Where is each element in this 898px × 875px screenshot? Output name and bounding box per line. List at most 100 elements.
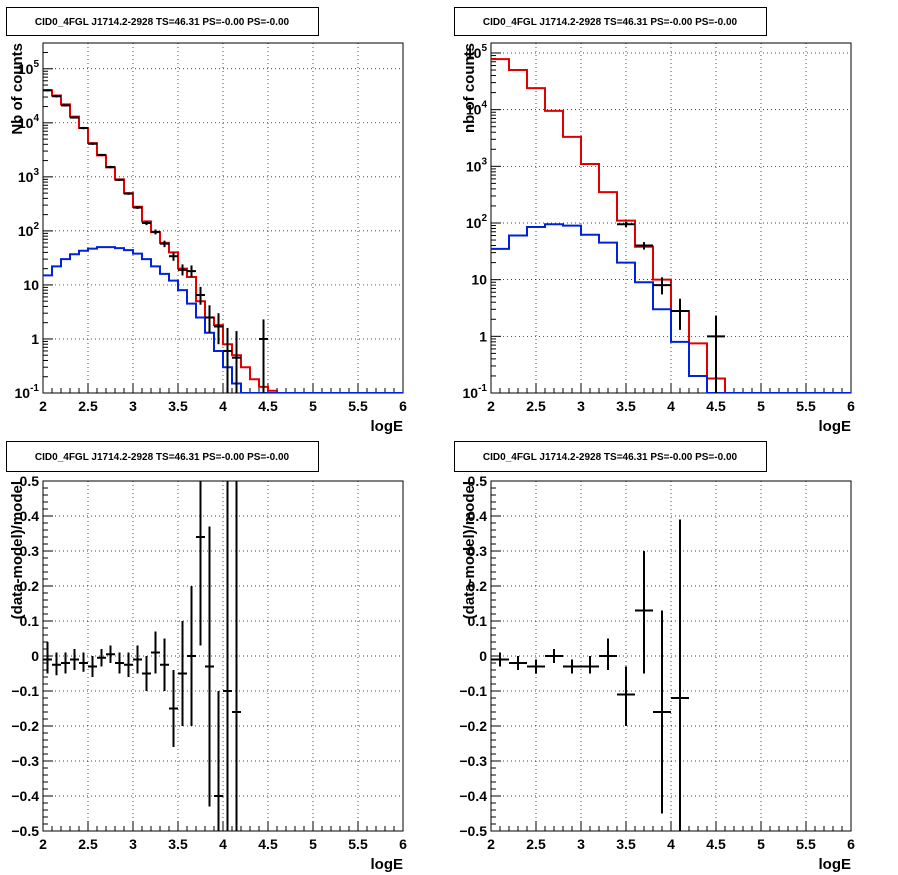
data-point xyxy=(599,638,617,670)
chart-title-box xyxy=(6,441,319,472)
x-axis-title: logE xyxy=(371,418,404,435)
data-point xyxy=(61,652,70,674)
y-tick-label: 0.2 xyxy=(468,578,488,594)
y-tick-label: −0.2 xyxy=(459,718,487,734)
chart-title: CID0_4FGL J1714.2-2928 TS=46.31 PS=-0.00… xyxy=(483,452,738,463)
data-point xyxy=(232,331,241,393)
chart-title: CID0_4FGL J1714.2-2928 TS=46.31 PS=-0.00… xyxy=(35,17,290,28)
data-point xyxy=(214,691,223,831)
x-tick-label: 2.5 xyxy=(78,398,98,414)
x-axis-title: logE xyxy=(819,418,852,435)
x-tick-label: 4 xyxy=(667,398,675,414)
y-tick-label: 0.4 xyxy=(468,508,488,524)
x-axis-title: logE xyxy=(819,856,852,873)
y-tick-label-exp: -1 xyxy=(478,383,487,394)
data-point xyxy=(509,656,527,670)
y-tick-label-exp: 2 xyxy=(481,213,487,224)
y-tick-label: 102 xyxy=(18,221,40,239)
data-point xyxy=(635,242,653,250)
y-tick-label-base: 10 xyxy=(18,169,34,185)
data-point xyxy=(563,659,581,674)
data-point xyxy=(43,89,52,92)
y-tick-label: 0 xyxy=(31,648,39,664)
data-point xyxy=(97,649,106,667)
data-point xyxy=(187,265,196,278)
y-tick-label: −0.4 xyxy=(459,788,487,804)
component-histogram xyxy=(491,223,851,393)
y-axis-title: (data-model)/model xyxy=(9,481,26,619)
data-point xyxy=(196,286,205,305)
x-tick-label: 5.5 xyxy=(348,836,368,852)
data-point xyxy=(169,252,178,261)
x-tick-label: 3.5 xyxy=(168,836,188,852)
y-tick-label: 0.1 xyxy=(468,613,488,629)
y-tick-label: 0.3 xyxy=(468,543,488,559)
y-tick-label: 1 xyxy=(31,331,39,347)
x-tick-label: 4.5 xyxy=(706,398,726,414)
chart-panel-1: CID0_4FGL J1714.2-2928 TS=46.31 PS=-0.00… xyxy=(6,7,407,435)
x-tick-label: 4.5 xyxy=(706,836,726,852)
data-point xyxy=(52,652,61,676)
data-point xyxy=(527,659,545,674)
data-point xyxy=(671,298,689,330)
y-tick-label-base: 10 xyxy=(466,215,482,231)
y-tick-label: 103 xyxy=(466,156,488,174)
y-tick-label: 104 xyxy=(466,100,488,118)
data-point xyxy=(151,631,160,674)
data-point xyxy=(106,645,115,663)
x-tick-label: 5 xyxy=(757,836,765,852)
data-point xyxy=(160,638,169,691)
y-tick-label-exp: 2 xyxy=(33,221,39,232)
data-point xyxy=(187,586,196,726)
x-tick-label: 2.5 xyxy=(526,836,546,852)
x-tick-label: 4 xyxy=(219,836,227,852)
data-point xyxy=(124,192,133,195)
y-tick-label-base: 10 xyxy=(18,115,34,131)
chart-panel-2: CID0_4FGL J1714.2-2928 TS=46.31 PS=-0.00… xyxy=(454,7,855,435)
data-point xyxy=(97,153,106,156)
y-tick-label-exp: -1 xyxy=(30,383,39,394)
data-point xyxy=(671,519,689,831)
data-point xyxy=(160,240,169,248)
y-tick-label: 10 xyxy=(471,272,487,288)
data-point xyxy=(142,221,151,226)
y-tick-label-exp: 3 xyxy=(481,156,487,167)
chart-panel-4: CID0_4FGL J1714.2-2928 TS=46.31 PS=-0.00… xyxy=(454,441,855,873)
y-tick-label: 0.2 xyxy=(20,578,40,594)
data-point xyxy=(142,656,151,691)
x-tick-label: 3 xyxy=(577,836,585,852)
x-tick-label: 6 xyxy=(399,836,407,852)
chart-title-box xyxy=(454,441,767,472)
x-tick-label: 4.5 xyxy=(258,398,278,414)
data-point xyxy=(617,221,635,227)
y-tick-label-exp: 5 xyxy=(33,59,39,70)
x-tick-label: 3 xyxy=(129,398,137,414)
data-point xyxy=(581,656,599,674)
y-tick-label: 105 xyxy=(466,43,488,61)
y-tick-label: 10-1 xyxy=(463,383,488,401)
y-tick-label: 103 xyxy=(18,167,40,185)
y-tick-label-base: 10 xyxy=(18,61,34,77)
y-tick-label: 0 xyxy=(479,648,487,664)
data-point xyxy=(653,610,671,814)
y-tick-label-base: 10 xyxy=(18,223,34,239)
data-point xyxy=(79,652,88,672)
x-tick-label: 3.5 xyxy=(616,836,636,852)
y-tick-label-base: 10 xyxy=(466,102,482,118)
x-tick-label: 3 xyxy=(129,836,137,852)
x-tick-label: 2 xyxy=(487,398,495,414)
data-point xyxy=(214,313,223,345)
x-tick-label: 4 xyxy=(667,836,675,852)
data-point xyxy=(79,126,88,130)
data-point xyxy=(115,178,124,181)
y-tick-label: 0.1 xyxy=(20,613,40,629)
y-tick-label-exp: 4 xyxy=(481,100,487,111)
x-tick-label: 4.5 xyxy=(258,836,278,852)
y-axis-title: (data-model)/model xyxy=(461,481,478,619)
y-axis-title: Nb of counts xyxy=(9,43,26,135)
data-point xyxy=(178,264,187,276)
x-tick-label: 3.5 xyxy=(168,398,188,414)
data-point xyxy=(223,481,232,831)
x-tick-label: 6 xyxy=(847,398,855,414)
